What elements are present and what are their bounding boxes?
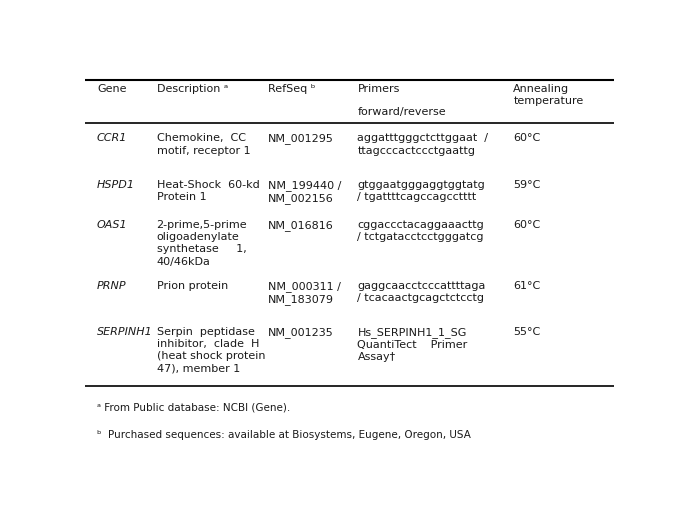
- Text: HSPD1: HSPD1: [97, 180, 135, 190]
- Text: Description ᵃ: Description ᵃ: [157, 83, 228, 94]
- Text: 60°C: 60°C: [514, 133, 541, 143]
- Text: NM_199440 /
NM_002156: NM_199440 / NM_002156: [267, 180, 341, 204]
- Text: 61°C: 61°C: [514, 281, 541, 291]
- Text: RefSeq ᵇ: RefSeq ᵇ: [267, 83, 315, 94]
- Text: PRNP: PRNP: [97, 281, 126, 291]
- Text: Gene: Gene: [97, 83, 126, 94]
- Text: NM_001295: NM_001295: [267, 133, 333, 144]
- Text: NM_001235: NM_001235: [267, 327, 333, 338]
- Text: forward/reverse: forward/reverse: [357, 108, 446, 117]
- Text: CCR1: CCR1: [97, 133, 128, 143]
- Text: SERPINH1: SERPINH1: [97, 327, 153, 337]
- Text: OAS1: OAS1: [97, 219, 128, 230]
- Text: NM_000311 /
NM_183079: NM_000311 / NM_183079: [267, 281, 340, 305]
- Text: 2-prime,5-prime
oligoadenylate
synthetase     1,
40/46kDa: 2-prime,5-prime oligoadenylate synthetas…: [157, 219, 248, 267]
- Text: NM_016816: NM_016816: [267, 219, 333, 231]
- Text: Annealing
temperature: Annealing temperature: [514, 83, 584, 106]
- Text: 60°C: 60°C: [514, 219, 541, 230]
- Text: ᵃ From Public database: NCBI (Gene).: ᵃ From Public database: NCBI (Gene).: [97, 402, 290, 412]
- Text: Chemokine,  CC
motif, receptor 1: Chemokine, CC motif, receptor 1: [157, 133, 250, 156]
- Text: aggatttgggctcttggaat  /
ttagcccactccctgaattg: aggatttgggctcttggaat / ttagcccactccctgaa…: [357, 133, 488, 156]
- Text: Heat-Shock  60-kd
Protein 1: Heat-Shock 60-kd Protein 1: [157, 180, 259, 202]
- Text: 59°C: 59°C: [514, 180, 541, 190]
- Text: Serpin  peptidase
inhibitor,  clade  H
(heat shock protein
47), member 1: Serpin peptidase inhibitor, clade H (hea…: [157, 327, 265, 374]
- Text: gtggaatgggaggtggtatg
/ tgattttcagccagcctttt: gtggaatgggaggtggtatg / tgattttcagccagcct…: [357, 180, 485, 202]
- Text: ᵇ  Purchased sequences: available at Biosystems, Eugene, Oregon, USA: ᵇ Purchased sequences: available at Bios…: [97, 430, 471, 440]
- Text: Primers: Primers: [357, 83, 400, 94]
- Text: Hs_SERPINH1_1_SG
QuantiTect    Primer
Assay†: Hs_SERPINH1_1_SG QuantiTect Primer Assay…: [357, 327, 468, 363]
- Text: cggaccctacaggaaacttg
/ tctgatacctcctgggatcg: cggaccctacaggaaacttg / tctgatacctcctggga…: [357, 219, 484, 242]
- Text: gaggcaacctcccattttaga
/ tcacaactgcagctctcctg: gaggcaacctcccattttaga / tcacaactgcagctct…: [357, 281, 486, 303]
- Text: Prion protein: Prion protein: [157, 281, 228, 291]
- Text: 55°C: 55°C: [514, 327, 541, 337]
